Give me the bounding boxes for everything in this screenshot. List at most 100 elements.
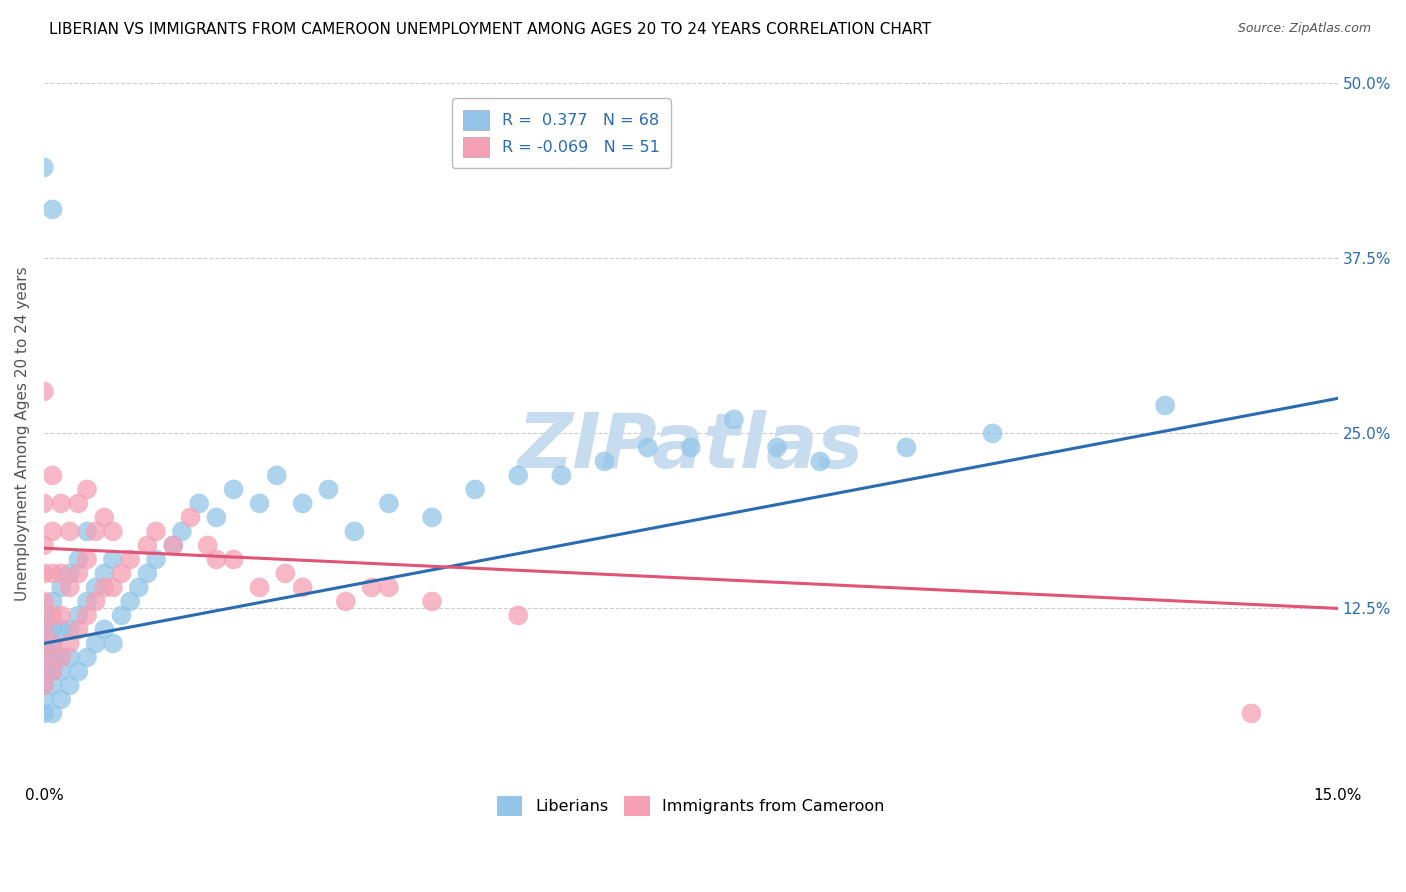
Point	[41, 636, 63, 650]
Point	[136, 566, 159, 581]
Point	[67, 552, 90, 566]
Point	[508, 468, 530, 483]
Point	[637, 441, 659, 455]
Point	[76, 594, 98, 608]
Point	[41, 706, 63, 721]
Point	[49, 566, 72, 581]
Point	[41, 665, 63, 679]
Point	[723, 412, 745, 426]
Point	[508, 608, 530, 623]
Point	[101, 636, 124, 650]
Point	[378, 496, 401, 510]
Point	[766, 441, 789, 455]
Point	[76, 524, 98, 539]
Point	[76, 650, 98, 665]
Point	[1240, 706, 1263, 721]
Point	[59, 581, 82, 595]
Point	[49, 608, 72, 623]
Point	[41, 623, 63, 637]
Point	[378, 581, 401, 595]
Point	[291, 581, 314, 595]
Point	[32, 692, 55, 706]
Point	[49, 650, 72, 665]
Point	[197, 538, 219, 552]
Point	[59, 566, 82, 581]
Point	[162, 538, 184, 552]
Point	[593, 454, 616, 468]
Point	[32, 665, 55, 679]
Point	[222, 552, 245, 566]
Point	[145, 524, 167, 539]
Point	[76, 608, 98, 623]
Point	[188, 496, 211, 510]
Point	[93, 623, 115, 637]
Point	[32, 608, 55, 623]
Point	[550, 468, 572, 483]
Point	[110, 608, 132, 623]
Point	[49, 496, 72, 510]
Text: ZIPatlas: ZIPatlas	[517, 410, 863, 484]
Point	[32, 678, 55, 692]
Point	[59, 524, 82, 539]
Point	[41, 608, 63, 623]
Point	[222, 483, 245, 497]
Point	[59, 678, 82, 692]
Point	[49, 665, 72, 679]
Point	[32, 636, 55, 650]
Point	[41, 636, 63, 650]
Y-axis label: Unemployment Among Ages 20 to 24 years: Unemployment Among Ages 20 to 24 years	[15, 266, 30, 600]
Point	[67, 566, 90, 581]
Point	[41, 524, 63, 539]
Point	[41, 650, 63, 665]
Point	[360, 581, 382, 595]
Point	[464, 483, 486, 497]
Point	[49, 581, 72, 595]
Point	[49, 623, 72, 637]
Point	[205, 510, 228, 524]
Point	[420, 594, 443, 608]
Point	[32, 623, 55, 637]
Point	[1154, 399, 1177, 413]
Point	[41, 566, 63, 581]
Point	[41, 202, 63, 217]
Point	[128, 581, 150, 595]
Legend: Liberians, Immigrants from Cameroon: Liberians, Immigrants from Cameroon	[489, 788, 893, 824]
Point	[84, 594, 107, 608]
Point	[101, 524, 124, 539]
Point	[84, 636, 107, 650]
Point	[76, 483, 98, 497]
Point	[93, 510, 115, 524]
Point	[32, 650, 55, 665]
Point	[249, 496, 271, 510]
Point	[120, 552, 142, 566]
Point	[32, 706, 55, 721]
Point	[76, 552, 98, 566]
Point	[67, 496, 90, 510]
Point	[318, 483, 340, 497]
Point	[32, 538, 55, 552]
Point	[32, 566, 55, 581]
Point	[49, 692, 72, 706]
Point	[205, 552, 228, 566]
Point	[136, 538, 159, 552]
Point	[145, 552, 167, 566]
Point	[101, 552, 124, 566]
Point	[101, 581, 124, 595]
Point	[93, 566, 115, 581]
Point	[180, 510, 202, 524]
Point	[67, 608, 90, 623]
Point	[274, 566, 297, 581]
Point	[41, 665, 63, 679]
Point	[41, 594, 63, 608]
Text: Source: ZipAtlas.com: Source: ZipAtlas.com	[1237, 22, 1371, 36]
Point	[67, 623, 90, 637]
Point	[32, 650, 55, 665]
Point	[93, 581, 115, 595]
Point	[420, 510, 443, 524]
Point	[32, 678, 55, 692]
Point	[266, 468, 288, 483]
Point	[120, 594, 142, 608]
Point	[291, 496, 314, 510]
Point	[49, 650, 72, 665]
Point	[67, 665, 90, 679]
